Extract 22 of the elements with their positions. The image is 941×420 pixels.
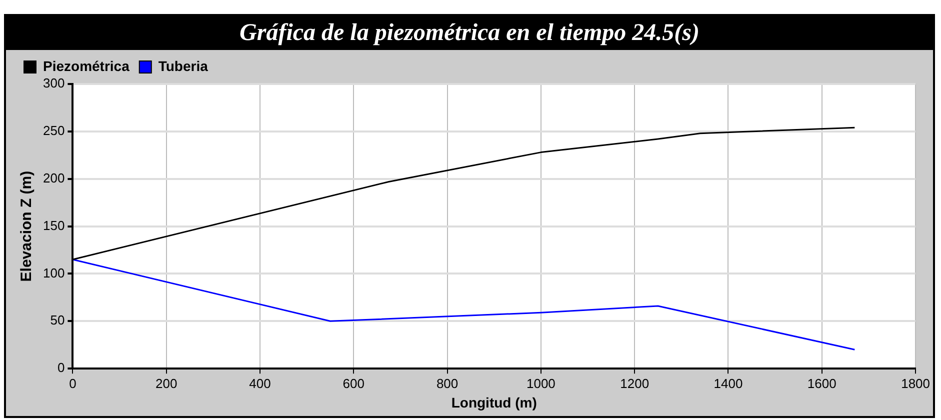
y-tick-label: 300: [42, 76, 65, 91]
y-tick-label: 200: [42, 170, 65, 186]
y-tick-label: 150: [42, 218, 65, 233]
x-tick-label: 1800: [901, 376, 930, 391]
x-tick-label: 1000: [526, 376, 556, 391]
legend-label: Piezométrica: [43, 58, 130, 74]
y-axis-title: Elevacion Z (m): [18, 170, 36, 282]
chart-title: Gráfica de la piezométrica en el tiempo 24.5(s): [6, 16, 933, 50]
x-tick-label: 1400: [714, 376, 743, 391]
x-axis-title: Longitud (m): [451, 394, 537, 410]
x-tick-label: 200: [155, 376, 178, 391]
x-tick-label: 800: [436, 376, 458, 391]
y-tick-label: 100: [42, 265, 65, 280]
legend-label: Tuberia: [158, 58, 208, 74]
x-tick-label: 1200: [620, 376, 650, 391]
x-tick-label: 0: [69, 376, 76, 391]
y-tick-label: 0: [57, 360, 65, 376]
y-tick-label: 50: [50, 312, 65, 328]
y-tick-label: 250: [42, 123, 65, 138]
x-tick-label: 1600: [807, 376, 836, 391]
x-tick-label: 600: [342, 376, 364, 391]
x-tick-label: 400: [249, 376, 271, 391]
